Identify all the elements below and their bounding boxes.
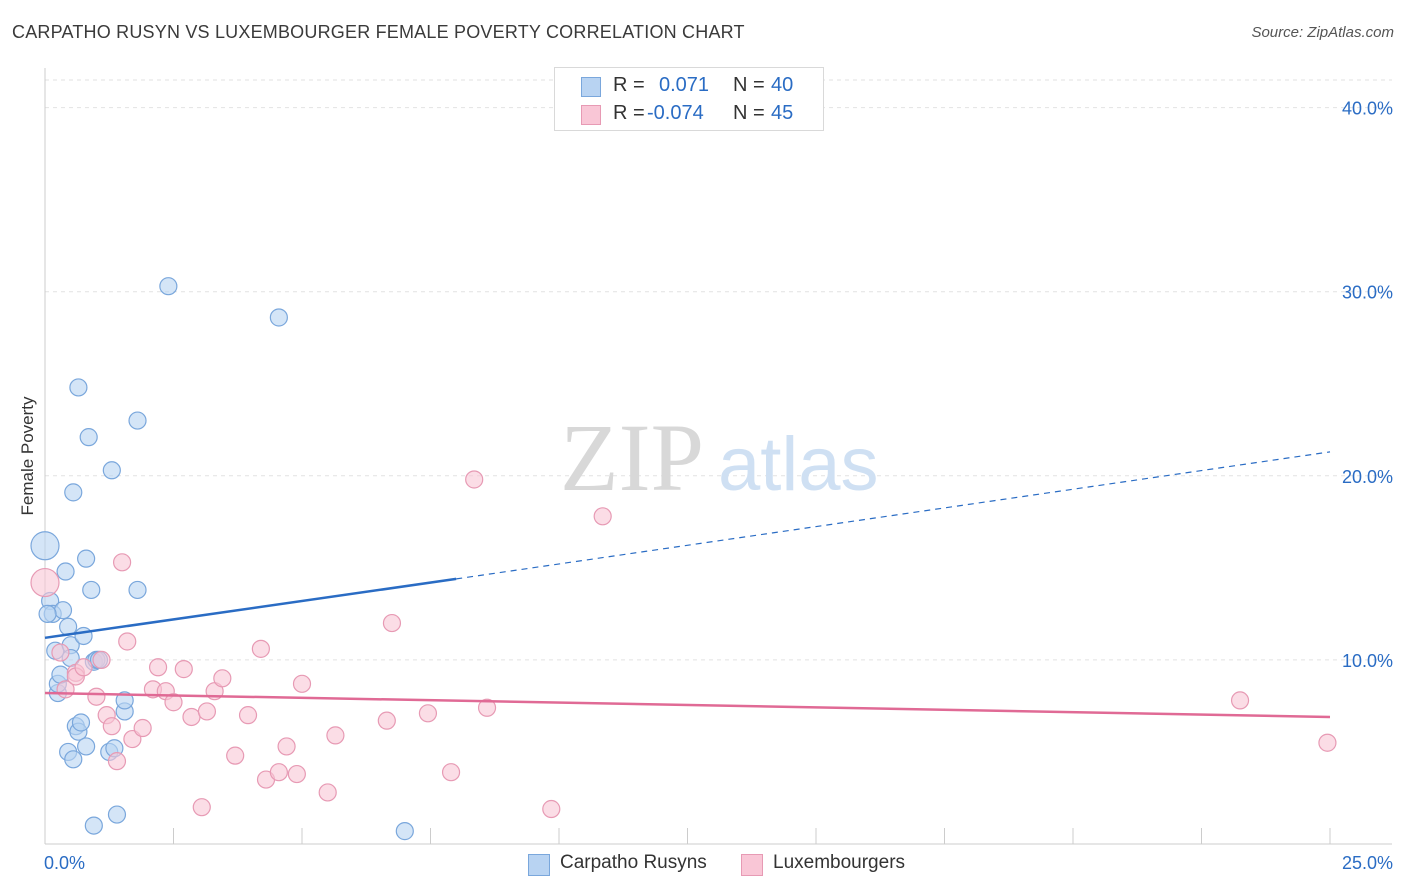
point-carpatho	[115, 691, 134, 710]
point-luxembourger	[102, 717, 121, 736]
point-luxembourger	[441, 763, 461, 782]
point-luxembourger	[192, 798, 211, 817]
x-tick-label-max: 25.0%	[1342, 853, 1393, 873]
r-value: -0.074	[647, 102, 704, 124]
y-tick-label: 30.0%	[1342, 283, 1393, 303]
trend-line-carpatho	[44, 577, 457, 640]
trend-line-carpatho-dashed	[456, 451, 1331, 580]
point-carpatho	[128, 580, 147, 600]
point-carpatho	[102, 461, 121, 480]
point-luxembourger	[238, 706, 258, 725]
point-luxembourger	[251, 639, 270, 658]
trend-lines	[44, 451, 1331, 719]
point-luxembourger	[182, 707, 201, 727]
point-luxembourger	[287, 764, 306, 784]
point-carpatho	[107, 805, 127, 824]
point-luxembourger	[118, 632, 137, 651]
point-luxembourger	[292, 674, 312, 693]
point-carpatho	[74, 626, 93, 646]
point-carpatho	[128, 411, 147, 430]
legend-swatch-blue	[528, 854, 550, 876]
data-points	[30, 277, 1337, 841]
point-luxembourger	[226, 746, 245, 765]
point-luxembourger	[107, 752, 127, 771]
point-luxembourger	[418, 704, 438, 723]
point-carpatho	[82, 580, 101, 600]
point-carpatho	[77, 549, 96, 568]
point-carpatho	[159, 277, 178, 296]
point-luxembourger	[197, 702, 217, 721]
point-carpatho	[56, 562, 75, 581]
point-luxembourger	[318, 783, 337, 802]
point-luxembourger	[164, 693, 183, 712]
point-luxembourger	[1230, 691, 1250, 710]
n-label: N =	[733, 74, 765, 96]
grid-lines	[45, 79, 1392, 661]
point-carpatho	[30, 531, 60, 561]
axes	[44, 68, 1392, 845]
point-luxembourger	[269, 763, 288, 782]
n-value: 40	[771, 74, 794, 96]
point-luxembourger	[87, 687, 106, 706]
r-value: 0.071	[659, 74, 710, 96]
point-luxembourger	[148, 658, 168, 677]
legend-row-luxembourger: R = -0.074 N = 45	[555, 100, 823, 128]
y-tick-label: 20.0%	[1342, 467, 1393, 487]
legend-swatch-pink	[581, 105, 601, 125]
point-luxembourger	[326, 726, 345, 745]
y-tick-label: 40.0%	[1342, 99, 1393, 119]
watermark-zip: ZIP	[560, 404, 704, 511]
n-label: N =	[733, 102, 765, 124]
point-carpatho	[84, 816, 103, 835]
point-carpatho	[79, 428, 98, 447]
point-luxembourger	[593, 507, 612, 526]
point-luxembourger	[377, 711, 396, 730]
point-luxembourger	[51, 643, 70, 662]
point-luxembourger	[30, 567, 60, 598]
stats-legend: R = 0.071 N = 40 R = -0.074 N = 45	[554, 67, 824, 131]
chart-title: CARPATHO RUSYN VS LUXEMBOURGER FEMALE PO…	[12, 22, 745, 42]
legend-label-luxembourger: Luxembourgers	[773, 852, 906, 873]
point-luxembourger	[542, 799, 561, 819]
point-carpatho	[64, 750, 83, 769]
x-tick-label-min: 0.0%	[44, 853, 85, 873]
point-carpatho	[64, 483, 83, 502]
legend-swatch-pink	[741, 854, 763, 876]
point-carpatho	[53, 601, 73, 620]
point-carpatho	[69, 378, 88, 397]
point-carpatho	[71, 713, 91, 732]
source-label: Source: ZipAtlas.com	[1251, 24, 1394, 41]
point-carpatho	[395, 822, 414, 841]
watermark-atlas: atlas	[718, 422, 879, 507]
point-luxembourger	[382, 613, 402, 633]
point-luxembourger	[477, 698, 497, 717]
legend-row-carpatho: R = 0.071 N = 40	[555, 72, 823, 100]
trend-line-luxembourger	[44, 691, 1331, 719]
n-value: 45	[771, 102, 794, 124]
point-luxembourger	[1318, 733, 1337, 752]
point-luxembourger	[174, 660, 193, 679]
r-label: R =	[613, 102, 645, 124]
tick-labels: 10.0% 20.0% 30.0% 40.0% 0.0% 25.0%	[44, 99, 1393, 873]
point-luxembourger	[92, 650, 111, 670]
point-luxembourger	[277, 737, 296, 756]
legend-swatch-blue	[581, 77, 601, 97]
r-label: R =	[613, 74, 645, 96]
point-luxembourger	[74, 658, 93, 677]
point-carpatho	[77, 737, 96, 756]
y-tick-label: 10.0%	[1342, 651, 1393, 671]
legend-label-carpatho: Carpatho Rusyns	[560, 852, 707, 873]
point-luxembourger	[213, 669, 232, 688]
point-luxembourger	[465, 470, 484, 489]
y-axis-label: Female Poverty	[18, 396, 37, 516]
point-carpatho	[38, 604, 57, 623]
point-carpatho	[269, 308, 288, 327]
point-luxembourger	[133, 718, 152, 738]
point-luxembourger	[112, 553, 132, 572]
